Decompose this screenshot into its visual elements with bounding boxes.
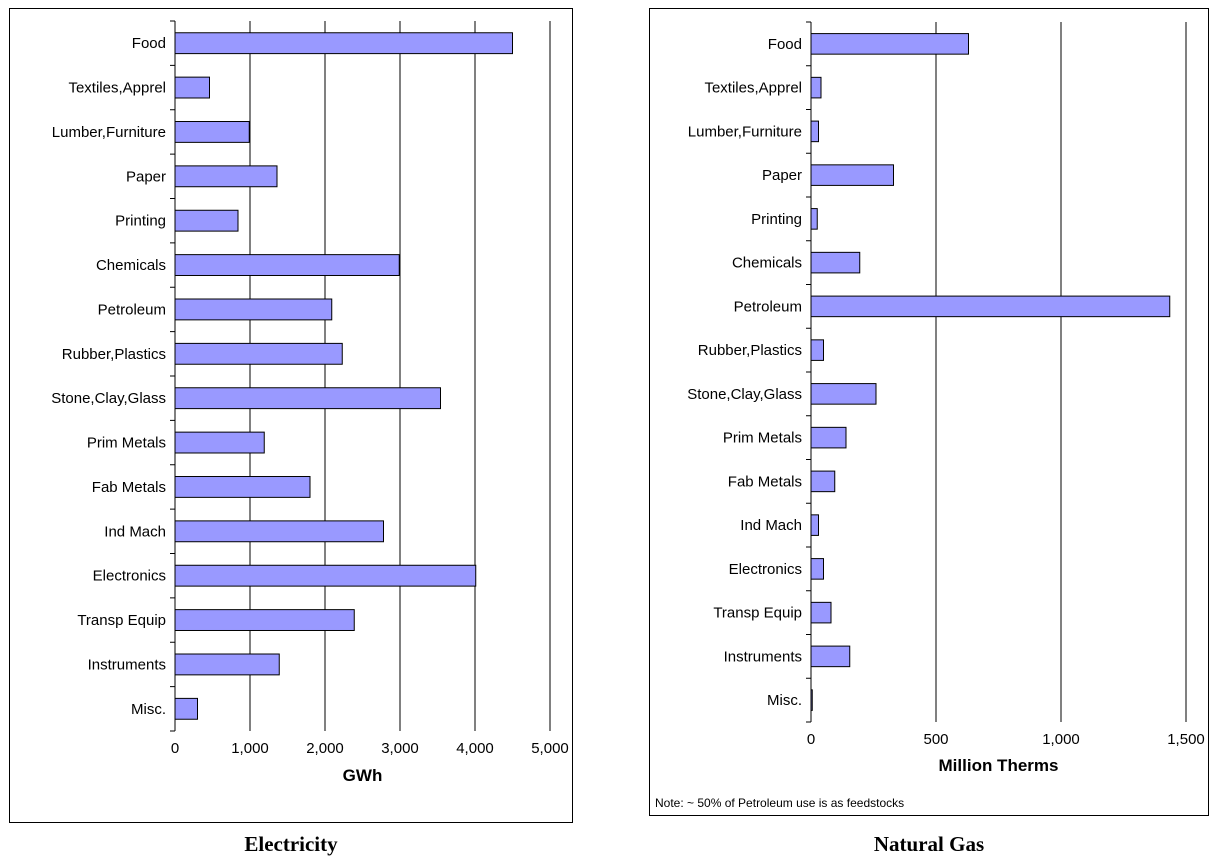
natural-gas-bar (810, 426, 847, 449)
natural-gas-category-label: Electronics (729, 561, 802, 578)
electricity-bar (174, 342, 343, 365)
natural-gas-category-label: Lumber,Furniture (688, 123, 802, 140)
natural-gas-bar (810, 251, 861, 274)
electricity-bar (174, 609, 355, 631)
natural-gas-category-label: Transp Equip (713, 605, 802, 622)
natural-gas-bar (810, 558, 824, 580)
electricity-bar (174, 209, 239, 232)
natural-gas-bar (810, 689, 813, 711)
natural-gas-category-label: Instruments (724, 648, 802, 665)
electricity-bar (174, 165, 278, 188)
electricity-x-tick-label: 3,000 (381, 740, 419, 757)
natural-gas-bar (810, 120, 819, 143)
chart-note: Note: ~ 50% of Petroleum use is as feeds… (655, 796, 905, 810)
electricity-bar (174, 298, 333, 321)
electricity-bar (174, 32, 513, 55)
natural-gas-bar (810, 164, 894, 186)
electricity-bar (174, 697, 198, 720)
electricity-category-label: Ind Mach (104, 523, 166, 540)
natural-gas-bar (810, 339, 824, 361)
natural-gas-category-label: Paper (762, 167, 802, 184)
natural-gas-x-axis-title: Million Therms (939, 756, 1059, 775)
natural-gas-bar (810, 645, 851, 668)
electricity-category-label: Fab Metals (92, 479, 166, 496)
electricity-category-label: Electronics (93, 568, 166, 585)
electricity-category-label: Petroleum (98, 301, 166, 318)
natural-gas-category-label: Textiles,Apprel (704, 80, 802, 97)
electricity-category-label: Paper (126, 168, 166, 185)
natural-gas-bar (810, 514, 819, 536)
electricity-category-label: Lumber,Furniture (52, 124, 166, 141)
electricity-category-label: Prim Metals (87, 435, 166, 452)
electricity-chart-panel: Food Textiles,Apprel Lumber,Furniture Paper… (9, 8, 573, 823)
electricity-bar (174, 387, 441, 410)
electricity-bar (174, 254, 400, 276)
electricity-x-tick-label: 5,000 (531, 740, 569, 757)
electricity-category-label: Chemicals (96, 257, 166, 274)
electricity-category-label: Transp Equip (77, 612, 166, 629)
electricity-category-label: Stone,Clay,Glass (51, 390, 166, 407)
electricity-x-tick-label: 4,000 (456, 740, 494, 757)
electricity-x-tick-label: 1,000 (231, 740, 269, 757)
electricity-category-label: Food (132, 35, 166, 52)
natural-gas-category-label: Food (768, 36, 802, 53)
natural-gas-x-tick-label: 0 (807, 731, 815, 748)
natural-gas-bar (810, 33, 969, 55)
natural-gas-bar (810, 383, 877, 405)
natural-gas-bar (810, 76, 822, 99)
electricity-category-label: Textiles,Apprel (68, 80, 166, 97)
electricity-category-label: Printing (115, 213, 166, 230)
natural-gas-x-tick-label: 1,000 (1042, 731, 1080, 748)
electricity-category-label: Instruments (88, 656, 166, 673)
electricity-x-tick-label: 0 (171, 740, 179, 757)
electricity-x-axis-title: GWh (343, 766, 383, 785)
electricity-bar (174, 431, 265, 454)
electricity-bar (174, 520, 384, 543)
natural-gas-bar (810, 470, 836, 493)
natural-gas-chart-title: Natural Gas (873, 832, 985, 856)
electricity-bar (174, 653, 280, 676)
natural-gas-category-label: Printing (751, 211, 802, 228)
electricity-bar (174, 476, 311, 498)
electricity-chart-title: Electricity (244, 832, 338, 856)
natural-gas-bar (810, 208, 818, 230)
electricity-category-label: Rubber,Plastics (62, 346, 166, 363)
electricity-bar (174, 121, 250, 143)
electricity-x-tick-label: 2,000 (306, 740, 344, 757)
electricity-chart: Food Textiles,Apprel Lumber,Furniture Paper… (51, 20, 569, 785)
natural-gas-chart: Food Textiles,Apprel Lumber,Furniture Paper… (687, 21, 1205, 775)
natural-gas-category-label: Stone,Clay,Glass (687, 386, 802, 403)
natural-gas-bar (810, 295, 1171, 318)
natural-gas-category-label: Fab Metals (728, 473, 802, 490)
natural-gas-category-label: Petroleum (734, 298, 802, 315)
electricity-bar (174, 564, 477, 587)
natural-gas-x-tick-label: 1,500 (1167, 731, 1205, 748)
natural-gas-category-label: Misc. (767, 692, 802, 709)
natural-gas-bar (810, 601, 832, 624)
natural-gas-category-label: Ind Mach (740, 517, 802, 534)
natural-gas-category-label: Rubber,Plastics (698, 342, 802, 359)
electricity-category-label: Misc. (131, 701, 166, 718)
natural-gas-category-label: Chemicals (732, 255, 802, 272)
natural-gas-x-tick-label: 500 (923, 731, 948, 748)
electricity-bar (174, 76, 210, 99)
natural-gas-category-label: Prim Metals (723, 430, 802, 447)
natural-gas-chart-panel: Food Textiles,Apprel Lumber,Furniture Paper… (649, 8, 1209, 816)
